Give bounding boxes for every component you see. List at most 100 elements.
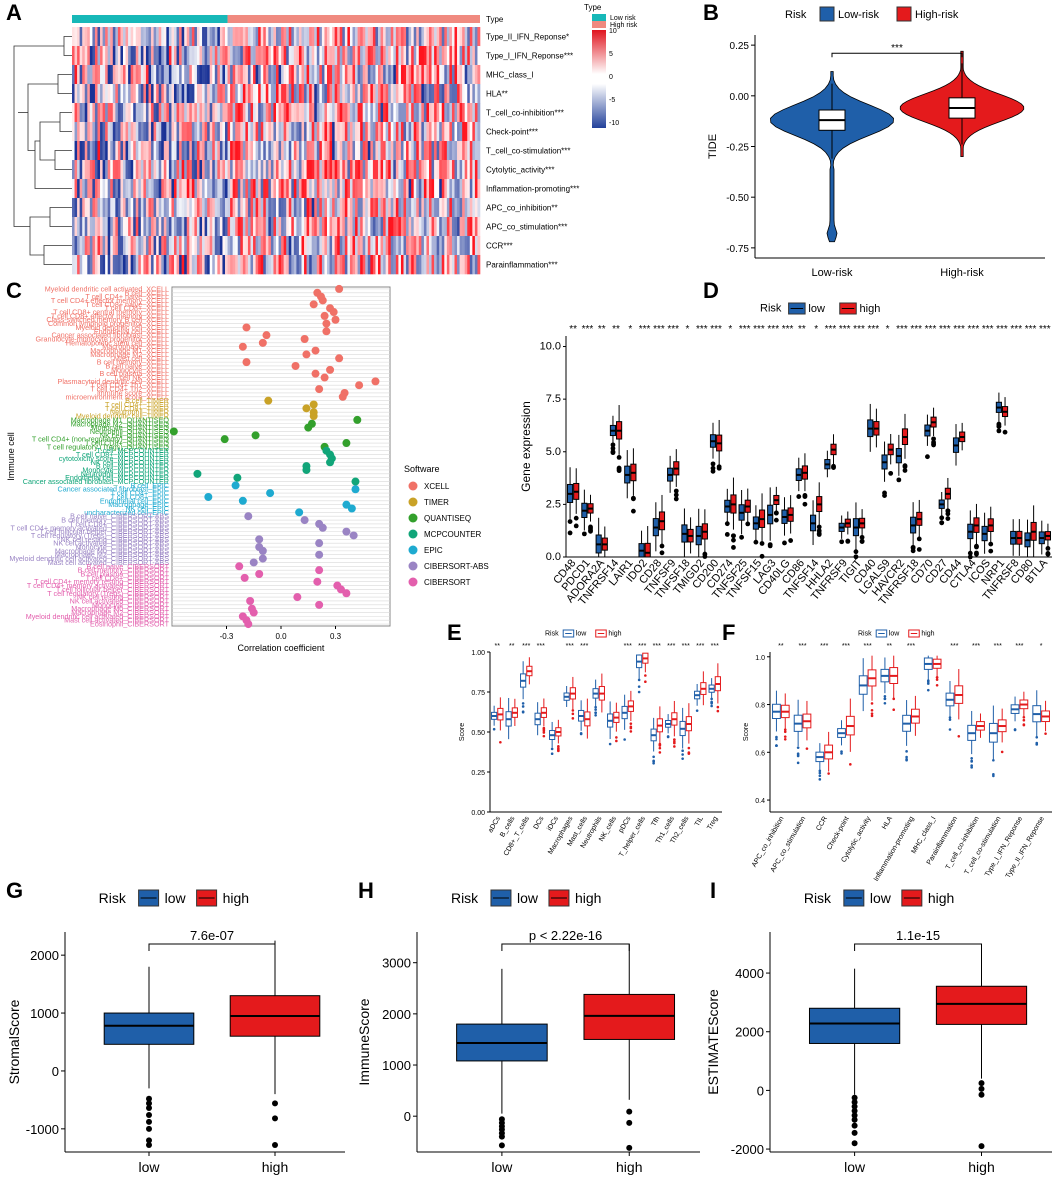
immune-cell-label: Myeloid dendritic cell_TIMER [76,412,169,421]
heatmap-cell [204,122,208,142]
heatmap-cell [207,27,210,47]
outlier [802,494,808,499]
heatmap-cell [97,255,101,275]
heatmap-cell [110,198,114,218]
heatmap-cell [89,27,93,47]
heatmap-cell [418,122,422,142]
heatmap-cell [153,160,157,180]
heatmap-cell [92,27,96,47]
heatmap-cell [293,179,297,199]
heatmap-cell [107,84,111,104]
box-high-box [935,985,1028,1025]
heatmap-cell [321,141,325,161]
heatmap-cell [184,236,188,256]
heatmap-cell [253,255,256,275]
immune-cell-label: Monocyte_CIBERSORT [92,600,170,609]
outlier [851,1099,858,1106]
heatmap-cell [130,27,134,47]
heatmap-cell [319,27,323,47]
heatmap-row-label: Inflammation-promoting*** [486,185,579,194]
immune-cell-label: Macrophage M2_XCELL [90,350,169,359]
heatmap-cell [416,103,420,123]
heatmap-cell [436,198,440,218]
heatmap-cell [457,84,460,104]
y-tick-label: 2.5 [546,498,561,510]
heatmap-cell [166,236,170,256]
heatmap-cell [227,84,231,104]
outlier [626,1119,633,1126]
point-T cell CD8+ effector memory_XCELL [320,311,329,320]
outlier [859,534,865,540]
heatmap-cell [474,160,478,180]
heatmap-cell [378,65,381,85]
heatmap-cell [352,141,356,161]
heatmap-cell [360,65,363,85]
heatmap-cell [413,255,417,275]
immune-cell-label: T cell CD8+_EPIC [111,492,169,501]
dendrogram-branch [54,150,72,170]
outlier [775,737,778,741]
heatmap-cell [120,84,124,104]
heatmap-cell [467,217,471,237]
heatmap-cell [194,141,198,161]
heatmap-cell [349,141,353,161]
heatmap-cell [242,27,246,47]
heatmap-cell [115,179,119,199]
heatmap-cell [199,122,203,142]
heatmap-cell [168,255,172,275]
heatmap-cell [237,103,241,123]
heatmap-cell [158,103,162,123]
heatmap-cell [79,198,83,218]
legend-dot-EPIC [408,545,418,555]
significance-label: *** [653,643,661,650]
heatmap-cell [74,160,78,180]
box-high-box [583,993,676,1040]
heatmap-cell [406,236,409,256]
heatmap-cell [311,255,315,275]
heatmap-cell [298,122,302,142]
heatmap-cell [143,84,147,104]
heatmap-cell [459,122,463,142]
heatmap-cell [337,84,341,104]
heatmap-cell [398,160,402,180]
heatmap-cell [431,255,435,275]
heatmap-cell [135,141,139,161]
outlier [659,550,665,556]
heatmap-cell [235,236,239,256]
heatmap-cell [400,160,404,180]
heatmap-cell [316,122,320,142]
legend-dot-CIBERSORT-ABS [408,561,418,571]
heatmap-cell [89,141,93,161]
heatmap-cell [416,179,420,199]
heatmap-cell [94,236,98,256]
heatmap-cell [474,122,478,142]
outlier [870,714,874,718]
heatmap-cell [395,141,399,161]
heatmap-cell [225,160,228,180]
immune-cell-label: B cell naive_CIBERSORT [86,562,169,571]
heatmap-cell [148,103,152,123]
immune-cell-label: B cell memory_XCELL [97,358,169,367]
heatmap-cell [477,27,481,47]
heatmap-cell [194,27,198,47]
heatmap-cell [298,65,302,85]
heatmap-cell [189,217,193,237]
heatmap-cell [355,103,358,123]
heatmap-cell [385,255,389,275]
heatmap-cell [72,65,75,85]
outlier [557,745,560,748]
significance-label: *** [896,324,908,335]
heatmap-cell [123,198,126,218]
heatmap-cell [362,160,366,180]
heatmap-cell [411,217,414,237]
immune-cell-label: B cell_XCELL [125,288,169,297]
heatmap-cell [301,236,305,256]
immune-cell-label: NK cell_MCPCOUNTER [91,458,169,467]
heatmap-cell [306,65,310,85]
heatmap-cell [421,46,425,66]
heatmap-cell [472,198,476,218]
y-tick-label: 5.0 [546,446,561,458]
heatmap-cell [400,84,404,104]
heatmap-cell [388,217,392,237]
heatmap-cell [288,122,292,142]
